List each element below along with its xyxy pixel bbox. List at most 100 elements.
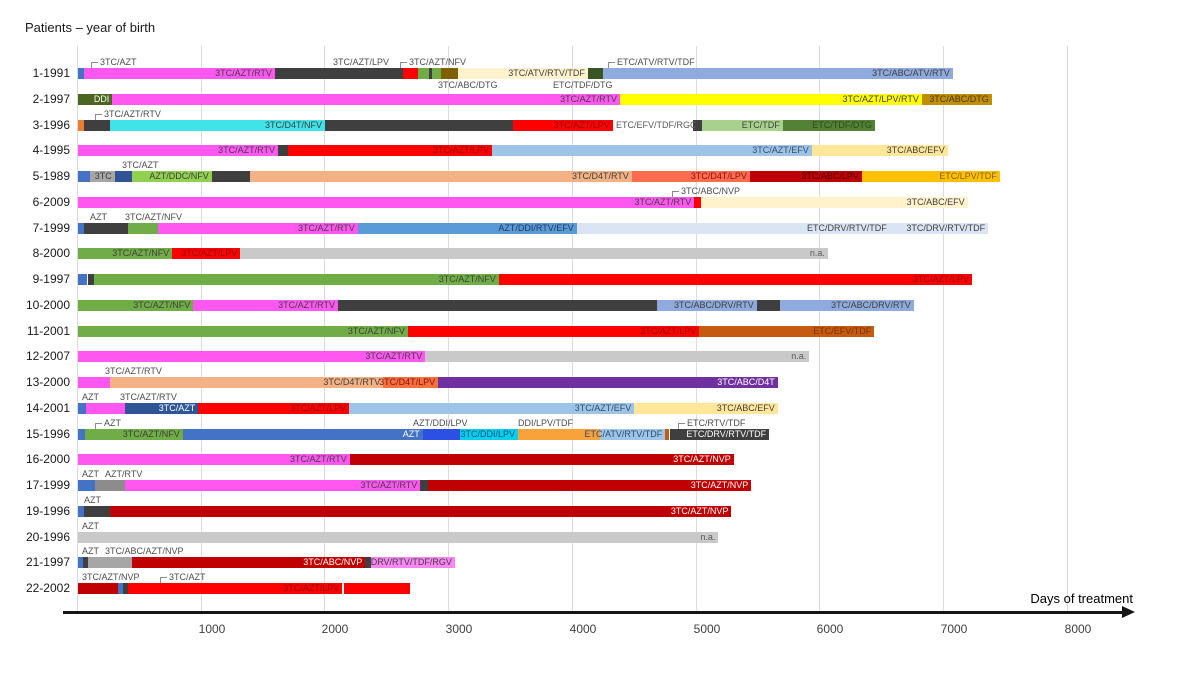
bar-segment [84, 223, 128, 234]
bar-segment [78, 583, 118, 594]
patient-label: 5-1989 [32, 169, 70, 183]
annotation-leader-line [91, 62, 98, 68]
bar-label: 3TC/AZT [158, 403, 196, 413]
bar-segment [132, 171, 212, 182]
bar-label: 3TC/AZT/NVP [690, 480, 749, 490]
bar-segment [349, 403, 635, 414]
bar-segment [438, 377, 778, 388]
patient-label: 20-1996 [25, 530, 70, 544]
bar-segment [417, 68, 429, 79]
bar-label: n.a. [809, 248, 825, 258]
bar-label: 3TC/AZT/RTV [297, 223, 355, 233]
bar-segment [365, 557, 371, 568]
bar-segment [112, 94, 621, 105]
bar-label: 3TC/AZT/NFV [112, 248, 170, 258]
annotation: ETC/RTV/TDF [678, 418, 745, 429]
bar-label: 3TC/DDI/LPV [460, 429, 515, 439]
patient-label: 15-1996 [25, 427, 70, 441]
axis-arrow-line [63, 611, 1123, 614]
bar-segment [498, 274, 972, 285]
bar-segment [349, 454, 734, 465]
bar-segment [78, 94, 113, 105]
bar-segment [634, 403, 778, 414]
bar-segment [440, 68, 458, 79]
annotation: 3TC/AZT/RTV [120, 392, 177, 402]
bar-segment [109, 377, 384, 388]
bar-segment [657, 300, 757, 311]
bar-segment [123, 583, 128, 594]
bar-label: 3TC/AZT/LPV [640, 326, 697, 336]
bar-segment [78, 403, 87, 414]
axis-tick-label: 1000 [198, 622, 226, 636]
bar-label: n.a. [700, 532, 716, 542]
bar-segment [78, 145, 278, 156]
bar-segment [402, 68, 418, 79]
bar-label: 3TC/ABC/ATV/RTV [872, 68, 950, 78]
annotation: 3TC/AZT [91, 57, 137, 68]
bar-segment [325, 120, 513, 131]
bar-segment [278, 145, 288, 156]
bar-label: n.a. [791, 351, 807, 361]
bar-segment [83, 557, 89, 568]
annotation: 3TC/AZT/NFV [400, 57, 466, 68]
bar-segment [84, 68, 275, 79]
patient-label: 4-1995 [32, 143, 70, 157]
axis-tick-label: 4000 [569, 622, 597, 636]
bar-label: ETC/TDF/DTG [812, 120, 872, 130]
annotation: 3TC/AZT/RTV [105, 366, 162, 376]
bar-label: DRV/RTV/TDF/RGV [370, 557, 452, 567]
bar-segment [631, 171, 750, 182]
patient-label: 13-2000 [25, 375, 70, 389]
annotation: 3TC/AZT/NFV [125, 212, 183, 222]
bar-label: 3TC/AZT/LPV [432, 145, 489, 155]
bar-segment [338, 300, 658, 311]
bar-segment [78, 532, 719, 543]
bar-label: 3TC/AZT/NFV [347, 326, 405, 336]
bar-segment [492, 145, 812, 156]
bar-label: 3TC/AZT/LPV [290, 403, 347, 413]
bar-segment [88, 557, 132, 568]
bar-label: 3TC/AZT/LPV [181, 248, 238, 258]
bar-segment [114, 171, 132, 182]
annotation-leader-line [678, 423, 685, 429]
chart-title: Patients – year of birth [25, 20, 156, 35]
bar-segment [428, 480, 752, 491]
bar-segment [78, 120, 85, 131]
bar-segment [921, 94, 992, 105]
bar-label: 3TC/ABC/EFV [886, 145, 945, 155]
bar-segment [78, 351, 426, 362]
grid-line [943, 46, 944, 612]
bar-label: 3TC/DRV/RTV/TDF [906, 223, 986, 233]
bar-segment [749, 171, 862, 182]
bar-segment [861, 171, 1000, 182]
bar-label: 3TC/ATV/RTV/TDF [508, 68, 585, 78]
bar-segment [78, 197, 695, 208]
bar-label: 3TC/AZT/LPV [553, 120, 610, 130]
bar-segment [211, 171, 251, 182]
annotation: ETC/EFV/TDF/RGC [616, 120, 697, 130]
bar-label: ETC/EFV/TDF [813, 326, 872, 336]
patient-label: 12-2007 [25, 349, 70, 363]
bar-segment [128, 583, 343, 594]
annotation: 3TC/AZT [122, 160, 159, 170]
bar-segment [90, 171, 115, 182]
patient-label: 2-1997 [32, 92, 70, 106]
bar-label: 3TC/AZT/RTV [365, 351, 423, 361]
bar-segment [125, 480, 421, 491]
bar-label: 3TC/AZT/EFV [574, 403, 632, 413]
annotation-leader-line [160, 577, 167, 583]
bar-label: 3TC/AZT/NVP [670, 506, 729, 516]
bar-label: 3TC/ABC/LPV [801, 171, 859, 181]
bar-segment [407, 326, 700, 337]
bar-label: 3TC [94, 171, 112, 181]
bar-segment [78, 274, 88, 285]
bar-segment [458, 68, 588, 79]
bar-label: 3TC/AZT/RTV [215, 68, 272, 78]
bar-segment [701, 197, 968, 208]
bar-label: 3TC/D4T/NFV [264, 120, 322, 130]
bar-segment [420, 480, 429, 491]
axis-arrowhead-icon [1122, 606, 1135, 618]
bar-segment [85, 429, 183, 440]
